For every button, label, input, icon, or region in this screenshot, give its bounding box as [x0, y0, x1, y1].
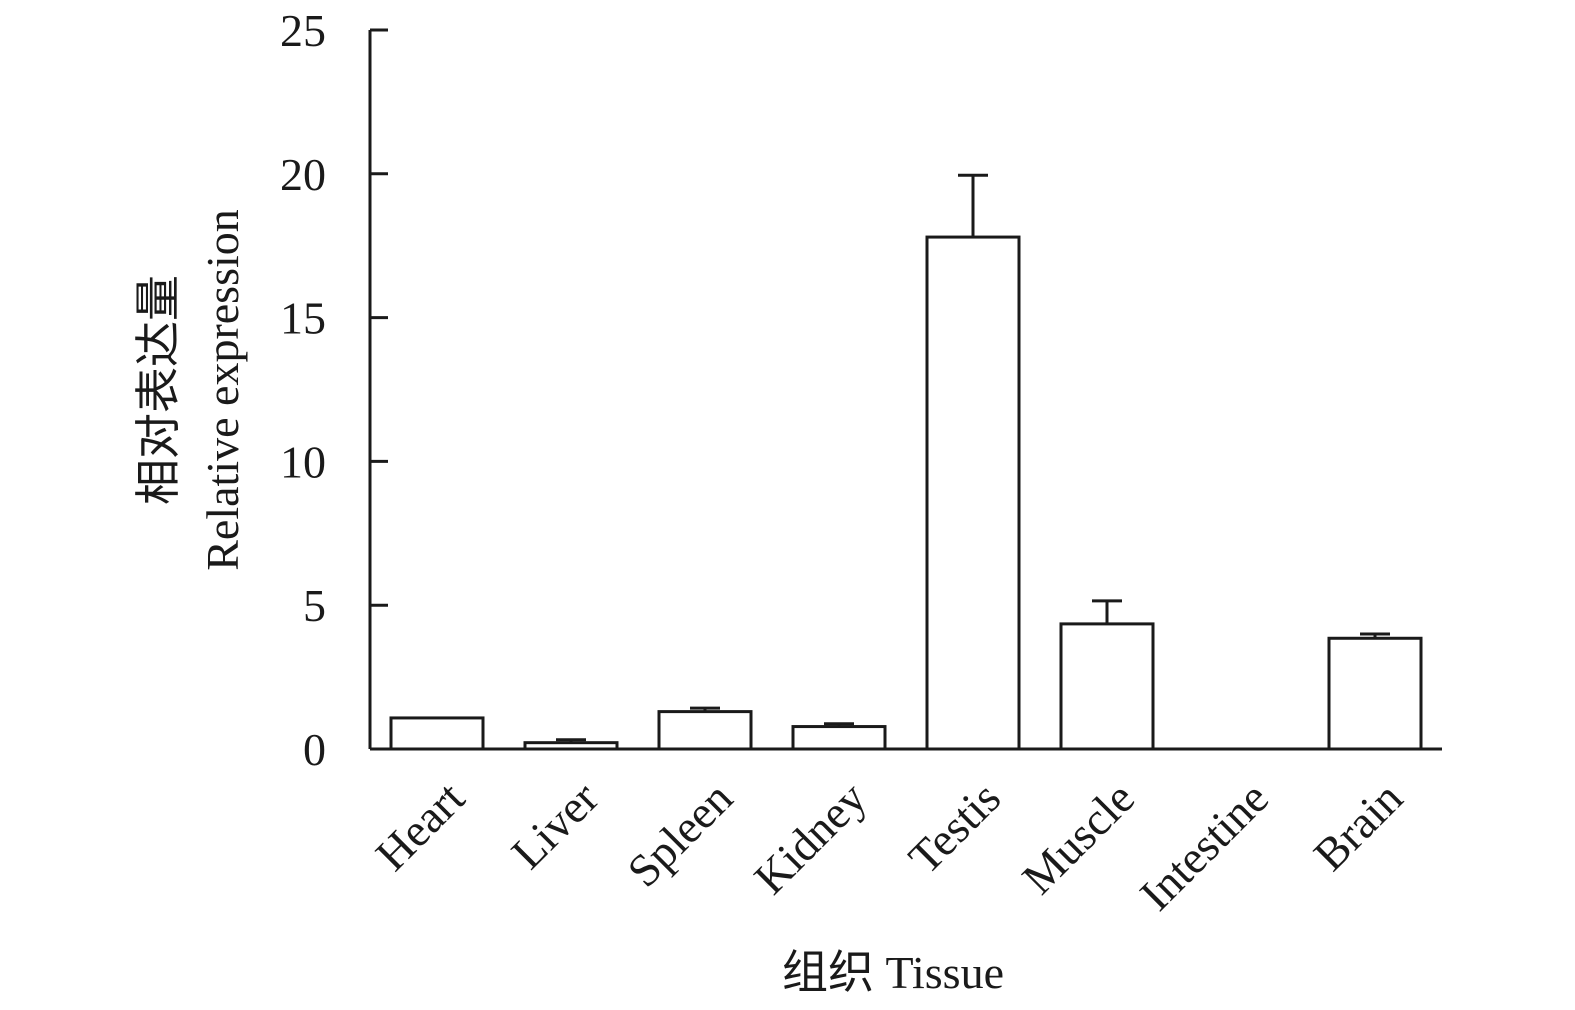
category-label-spleen: Spleen [617, 772, 742, 897]
category-label-intestine: Intestine [1130, 772, 1278, 920]
y-tick-label: 0 [303, 724, 326, 775]
category-labels-group: Heart Liver Spleen Kidney Testis MuscleIntest… [366, 772, 1412, 920]
category-label-heart: Heart [366, 772, 474, 880]
category-label-brain: Brain [1304, 772, 1412, 880]
y-tick-label: 25 [280, 5, 326, 56]
bar-muscle [1059, 622, 1155, 751]
bar-heart [389, 716, 485, 751]
category-label-kidney: Kidney [744, 772, 876, 904]
y-tick-label: 10 [280, 436, 326, 487]
bars-group [389, 235, 1423, 751]
category-label-liver: Liver [502, 772, 609, 879]
y-axis-ticks: 0 5 10 15 20 25 [280, 5, 388, 775]
y-axis-title-en: Relative expression [197, 209, 248, 571]
bar-spleen [657, 710, 753, 751]
y-axis-title-cn: 相对表达量 [133, 275, 184, 505]
bar-testis [925, 235, 1021, 751]
bar-brain [1327, 636, 1423, 751]
category-label-muscle: Muscle [1012, 772, 1144, 904]
y-tick-label: 20 [280, 149, 326, 200]
y-tick-label: 5 [303, 580, 326, 631]
bar-kidney [791, 725, 887, 751]
category-label-testis: Testis [899, 772, 1010, 883]
error-bars-group [556, 173, 1390, 743]
y-tick-label: 15 [280, 293, 326, 344]
x-axis-title: 组织 Tissue [782, 947, 1004, 998]
